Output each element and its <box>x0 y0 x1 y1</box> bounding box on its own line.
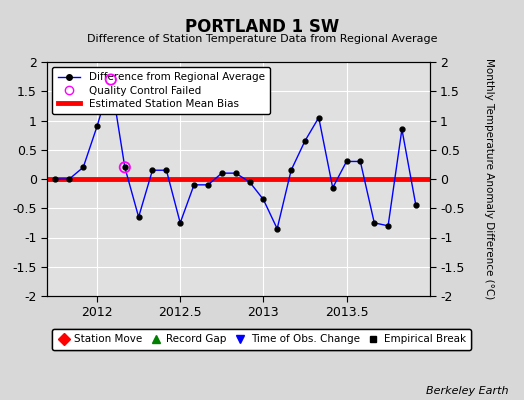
Y-axis label: Monthly Temperature Anomaly Difference (°C): Monthly Temperature Anomaly Difference (… <box>484 58 494 300</box>
Point <box>107 76 115 83</box>
Text: Difference of Station Temperature Data from Regional Average: Difference of Station Temperature Data f… <box>87 34 437 44</box>
Point <box>121 164 129 170</box>
Text: Berkeley Earth: Berkeley Earth <box>426 386 508 396</box>
Legend: Station Move, Record Gap, Time of Obs. Change, Empirical Break: Station Move, Record Gap, Time of Obs. C… <box>52 329 471 350</box>
Text: PORTLAND 1 SW: PORTLAND 1 SW <box>185 18 339 36</box>
